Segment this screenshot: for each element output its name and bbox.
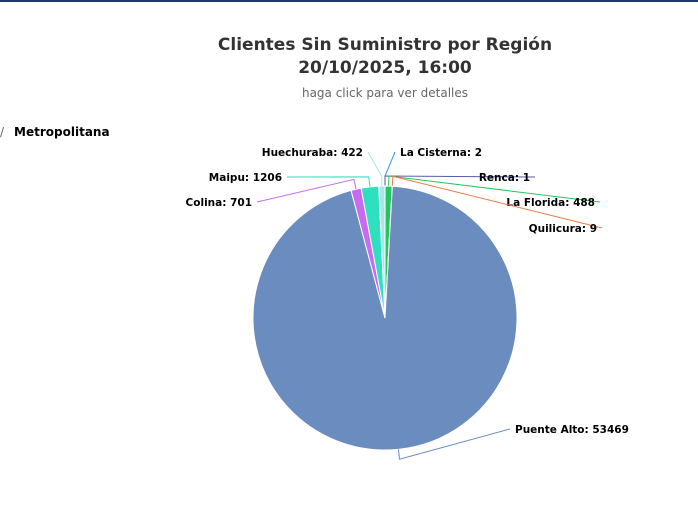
data-label-quilicura: Quilicura: 9 xyxy=(529,223,597,235)
connector-renca xyxy=(384,175,536,187)
chart-subtitle: haga click para ver detalles xyxy=(301,86,469,100)
chart-title: Clientes Sin Suministro por Región xyxy=(217,35,553,55)
data-label-huechuraba: Huechuraba: 422 xyxy=(262,147,363,159)
connector-la-florida xyxy=(388,175,601,203)
connector-maipu xyxy=(286,176,371,187)
data-label-renca: Renca: 1 xyxy=(479,172,530,184)
data-label-la-cisterna: La Cisterna: 2 xyxy=(400,147,482,159)
connector-quilicura xyxy=(391,175,603,229)
data-label-puente-alto: Puente Alto: 53469 xyxy=(515,424,629,436)
chart-title-date: 20/10/2025, 16:00 xyxy=(298,58,472,78)
data-label-maipu: Maipu: 1206 xyxy=(209,172,282,184)
breadcrumb-separator: / xyxy=(0,125,5,139)
breadcrumb-current[interactable]: Metropolitana xyxy=(14,125,110,139)
connector-huechuraba xyxy=(367,151,383,187)
pie-slice-puente-alto[interactable] xyxy=(252,185,518,451)
data-label-colina: Colina: 701 xyxy=(186,197,252,209)
connector-puente-alto xyxy=(397,428,511,460)
top-border xyxy=(0,0,698,2)
connector-la-cisterna xyxy=(384,151,396,187)
breadcrumb: / Metropolitana xyxy=(0,125,110,139)
connector-colina xyxy=(256,178,357,203)
data-label-la-florida: La Florida: 488 xyxy=(506,197,595,209)
